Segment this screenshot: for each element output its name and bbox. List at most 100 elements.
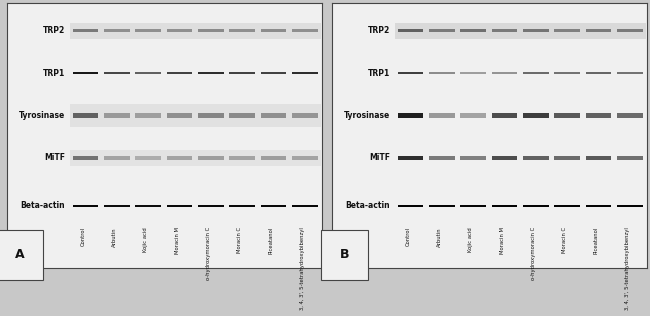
Text: Moracin C: Moracin C [237,227,242,253]
Bar [135,156,161,160]
Bar [292,156,318,160]
Text: TRP1: TRP1 [368,69,390,78]
Bar [135,113,161,118]
Bar [554,156,580,160]
Bar [229,204,255,207]
Text: B: B [339,248,349,261]
Text: Tyrosinase: Tyrosinase [19,111,65,120]
Bar [135,29,161,32]
Bar [617,72,643,74]
Bar [104,113,129,118]
Bar [617,29,643,32]
Bar [491,156,517,160]
Text: Beta-actin: Beta-actin [345,201,390,210]
Text: Piceatanol: Piceatanol [593,227,599,254]
Bar [395,23,645,39]
Bar [491,29,517,32]
Bar [554,29,580,32]
Bar [198,72,224,74]
Bar [292,113,318,118]
Bar [398,204,423,207]
Text: Moracin M: Moracin M [175,227,179,254]
Bar [429,113,454,118]
Text: Arbutin: Arbutin [437,227,442,246]
Bar [460,72,486,74]
Bar [586,72,612,74]
Bar [398,29,423,32]
Bar [617,113,643,118]
Text: Beta-actin: Beta-actin [20,201,65,210]
Bar [292,29,318,32]
Bar [586,204,612,207]
Bar [229,29,255,32]
Bar [135,204,161,207]
Bar [586,156,612,160]
Bar [166,29,192,32]
Bar [460,204,486,207]
Bar [198,113,224,118]
Bar [491,72,517,74]
Text: TRP1: TRP1 [43,69,65,78]
Bar [104,156,129,160]
Bar [229,156,255,160]
Bar [292,72,318,74]
Bar [229,113,255,118]
Text: Kojic acid: Kojic acid [468,227,473,252]
Bar [460,113,486,118]
Bar [261,204,287,207]
Bar [70,150,320,166]
Bar [104,72,129,74]
Bar [523,113,549,118]
Bar [586,29,612,32]
Text: A: A [14,248,24,261]
Text: Control: Control [81,227,85,246]
Bar [261,156,287,160]
Bar [229,72,255,74]
Text: Moracin C: Moracin C [562,227,567,253]
Text: 3, 4, 3', 5-tetrahydroxybibenzyl: 3, 4, 3', 5-tetrahydroxybibenzyl [625,227,630,310]
Bar [398,113,423,118]
Bar [73,113,98,118]
Bar [198,156,224,160]
Bar [70,23,320,39]
Bar [491,204,517,207]
Text: TRP2: TRP2 [43,26,65,35]
Bar [398,156,423,160]
Bar [554,113,580,118]
Text: MiTF: MiTF [44,154,65,162]
Bar [292,204,318,207]
Bar [617,156,643,160]
Text: 3, 4, 3', 5-tetrahydroxybibenzyl: 3, 4, 3', 5-tetrahydroxybibenzyl [300,227,305,310]
Text: MiTF: MiTF [369,154,390,162]
Bar [491,113,517,118]
Bar [617,204,643,207]
Bar [166,72,192,74]
Text: Control: Control [406,227,410,246]
Bar [70,104,320,127]
Bar [460,156,486,160]
Bar [73,29,98,32]
Bar [104,204,129,207]
Bar [73,72,98,74]
Bar [554,204,580,207]
Bar [523,29,549,32]
Bar [261,113,287,118]
Bar [429,156,454,160]
Bar [261,72,287,74]
Bar [166,156,192,160]
Bar [166,204,192,207]
Bar [460,29,486,32]
Text: Piceatanol: Piceatanol [268,227,274,254]
Bar [429,29,454,32]
Bar [429,72,454,74]
Text: Kojic acid: Kojic acid [143,227,148,252]
Bar [73,204,98,207]
Bar [198,204,224,207]
Bar [135,72,161,74]
Bar [523,72,549,74]
Bar [261,29,287,32]
Text: o-hydroxymoracin C: o-hydroxymoracin C [531,227,536,280]
Bar [166,113,192,118]
Text: o-hydroxymoracin C: o-hydroxymoracin C [206,227,211,280]
Text: Arbutin: Arbutin [112,227,117,246]
